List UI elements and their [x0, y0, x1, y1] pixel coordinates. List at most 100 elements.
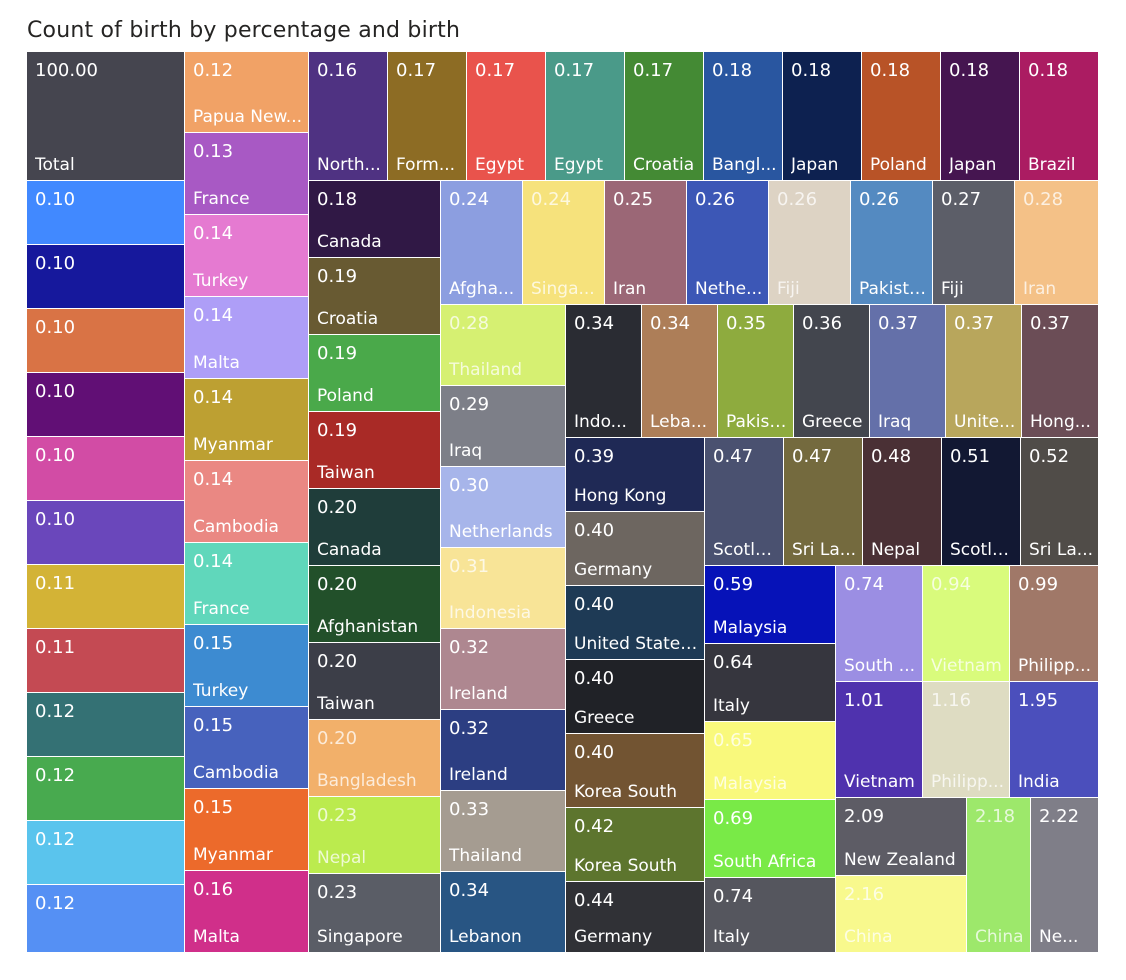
treemap-tile[interactable]: 1.16 Philipp...: [923, 682, 1010, 798]
treemap-tile[interactable]: 0.16 Malta: [185, 871, 309, 953]
treemap-tile[interactable]: 0.30 Netherlands: [441, 467, 566, 548]
treemap-tile[interactable]: 0.34 Indo...: [566, 305, 642, 438]
treemap-tile[interactable]: 0.11: [27, 629, 185, 693]
treemap-tile[interactable]: 0.12: [27, 757, 185, 821]
treemap-tile[interactable]: 0.12: [27, 821, 185, 885]
treemap-tile[interactable]: 0.47 Sri La...: [784, 438, 863, 566]
treemap-tile[interactable]: 1.95 India: [1010, 682, 1099, 798]
treemap-tile[interactable]: 0.10: [27, 309, 185, 373]
treemap-tile[interactable]: 0.20 Afghanistan: [309, 566, 441, 643]
treemap-tile[interactable]: 0.14 Myanmar: [185, 379, 309, 461]
treemap-tile[interactable]: 0.10: [27, 181, 185, 245]
treemap-tile[interactable]: 0.12: [27, 885, 185, 953]
tile-value-label: 0.12: [35, 701, 76, 722]
treemap-tile[interactable]: 0.34 Leba...: [642, 305, 718, 438]
treemap-tile[interactable]: 0.20 Canada: [309, 489, 441, 566]
treemap-tile[interactable]: 0.32 Ireland: [441, 710, 566, 791]
treemap-tile[interactable]: 0.13 France: [185, 133, 309, 215]
tile-value-label: 0.94: [931, 574, 972, 595]
treemap-tile[interactable]: 0.74 South ...: [836, 566, 923, 682]
treemap-tile[interactable]: 0.15 Myanmar: [185, 789, 309, 871]
treemap-tile[interactable]: 0.26 Pakistan: [851, 181, 933, 305]
treemap-tile[interactable]: 0.40 Germany: [566, 512, 705, 586]
treemap-tile[interactable]: 2.18 China: [967, 798, 1031, 953]
treemap-tile[interactable]: 0.51 Scotla...: [942, 438, 1021, 566]
treemap-tile[interactable]: 0.44 Germany: [566, 882, 705, 953]
treemap-tile[interactable]: 0.47 Scotla...: [705, 438, 784, 566]
treemap-tile[interactable]: 0.27 Fiji: [933, 181, 1015, 305]
treemap-tile[interactable]: 0.42 Korea South: [566, 808, 705, 882]
treemap-tile[interactable]: 0.19 Croatia: [309, 258, 441, 335]
treemap-tile[interactable]: 0.37 Unite...: [946, 305, 1022, 438]
treemap-tile[interactable]: 0.40 Korea South: [566, 734, 705, 808]
treemap-tile[interactable]: 0.28 Thailand: [441, 305, 566, 386]
treemap-tile[interactable]: 0.19 Taiwan: [309, 412, 441, 489]
treemap-tile[interactable]: 0.26 Fiji: [769, 181, 851, 305]
treemap-tile[interactable]: 0.17 Croatia: [625, 52, 704, 181]
treemap-tile[interactable]: 2.22 Ne...: [1031, 798, 1099, 953]
treemap-tile[interactable]: 0.10: [27, 437, 185, 501]
treemap-tile[interactable]: 0.35 Pakist...: [718, 305, 794, 438]
treemap-tile[interactable]: 0.31 Indonesia: [441, 548, 566, 629]
treemap-tile[interactable]: 0.14 France: [185, 543, 309, 625]
treemap-tile[interactable]: 0.34 Lebanon: [441, 872, 566, 953]
tile-value-label: 0.35: [726, 313, 767, 334]
treemap-tile[interactable]: 0.17 Egypt: [546, 52, 625, 181]
treemap-tile[interactable]: 0.32 Ireland: [441, 629, 566, 710]
treemap-tile[interactable]: 0.28 Iran: [1015, 181, 1099, 305]
treemap-tile[interactable]: 0.74 Italy: [705, 878, 836, 953]
treemap-tile[interactable]: 0.16 North...: [309, 52, 388, 181]
treemap-tile[interactable]: 0.14 Turkey: [185, 215, 309, 297]
treemap-tile[interactable]: 0.37 Hong...: [1022, 305, 1099, 438]
treemap-tile[interactable]: 0.59 Malaysia: [705, 566, 836, 644]
treemap-tile[interactable]: 0.40 Greece: [566, 660, 705, 734]
treemap-tile[interactable]: 0.18 Japan: [783, 52, 862, 181]
treemap-tile[interactable]: 0.26 Nethe...: [687, 181, 769, 305]
treemap-tile[interactable]: 0.99 Philipp...: [1010, 566, 1099, 682]
treemap-tile[interactable]: 0.15 Cambodia: [185, 707, 309, 789]
treemap-tile[interactable]: 0.17 Egypt: [467, 52, 546, 181]
treemap-tile[interactable]: 0.18 Brazil: [1020, 52, 1099, 181]
treemap-tile[interactable]: 0.20 Taiwan: [309, 643, 441, 720]
treemap-tile[interactable]: 0.10: [27, 501, 185, 565]
treemap-tile[interactable]: 0.15 Turkey: [185, 625, 309, 707]
tile-category-label: United States...: [574, 634, 700, 654]
treemap-tile[interactable]: 0.52 Sri La...: [1021, 438, 1099, 566]
treemap-tile[interactable]: 0.40 United States...: [566, 586, 705, 660]
treemap-tile[interactable]: 0.94 Vietnam: [923, 566, 1010, 682]
treemap-tile[interactable]: 0.24 Singa...: [523, 181, 605, 305]
treemap-tile[interactable]: 0.65 Malaysia: [705, 722, 836, 800]
treemap-tile[interactable]: 1.01 Vietnam: [836, 682, 923, 798]
treemap-tile[interactable]: 0.10: [27, 373, 185, 437]
tile-category-label: Pakistan: [859, 279, 928, 299]
treemap-tile[interactable]: 0.17 Form...: [388, 52, 467, 181]
treemap-tile[interactable]: 0.29 Iraq: [441, 386, 566, 467]
treemap-tile[interactable]: 0.11: [27, 565, 185, 629]
treemap-tile[interactable]: 0.18 Canada: [309, 181, 441, 258]
treemap-tile[interactable]: 0.64 Italy: [705, 644, 836, 722]
treemap-tile[interactable]: 0.23 Singapore: [309, 874, 441, 953]
treemap-tile[interactable]: 0.14 Cambodia: [185, 461, 309, 543]
treemap-tile[interactable]: 0.12: [27, 693, 185, 757]
treemap-tile[interactable]: 0.36 Greece: [794, 305, 870, 438]
treemap-tile[interactable]: 2.16 China: [836, 876, 967, 953]
treemap-tile[interactable]: 0.39 Hong Kong: [566, 438, 705, 512]
treemap-tile[interactable]: 0.25 Iran: [605, 181, 687, 305]
treemap-tile[interactable]: 0.69 South Africa: [705, 800, 836, 878]
treemap-tile[interactable]: 0.48 Nepal: [863, 438, 942, 566]
treemap-tile[interactable]: 0.23 Nepal: [309, 797, 441, 874]
treemap-tile[interactable]: 2.09 New Zealand: [836, 798, 967, 876]
treemap-tile[interactable]: 0.14 Malta: [185, 297, 309, 379]
treemap-tile[interactable]: 0.37 Iraq: [870, 305, 946, 438]
treemap-tile[interactable]: 0.19 Poland: [309, 335, 441, 412]
treemap-tile[interactable]: 100.00 Total: [27, 52, 185, 181]
treemap-tile[interactable]: 0.20 Bangladesh: [309, 720, 441, 797]
treemap-tile[interactable]: 0.12 Papua New...: [185, 52, 309, 133]
treemap-tile[interactable]: 0.33 Thailand: [441, 791, 566, 872]
treemap-tile[interactable]: 0.18 Bangl...: [704, 52, 783, 181]
treemap-tile[interactable]: 0.18 Japan: [941, 52, 1020, 181]
treemap-tile[interactable]: 0.10: [27, 245, 185, 309]
treemap-tile[interactable]: 0.24 Afgha...: [441, 181, 523, 305]
treemap-tile[interactable]: 0.18 Poland: [862, 52, 941, 181]
tile-category-label: Hong Kong: [574, 486, 667, 506]
